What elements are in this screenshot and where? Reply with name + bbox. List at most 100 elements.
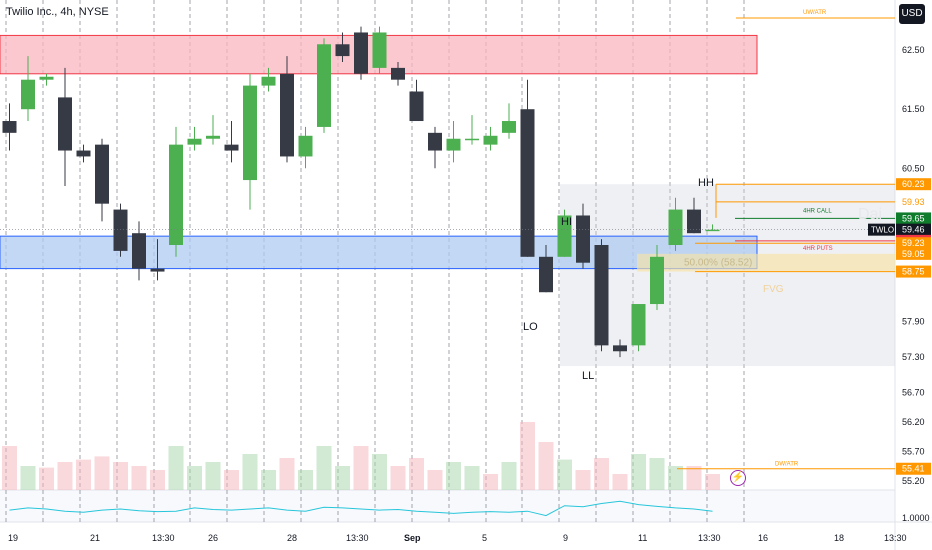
candle-body — [317, 44, 331, 127]
volume-bar — [39, 467, 54, 490]
candle-body — [465, 138, 479, 141]
candle-body — [169, 144, 183, 245]
candle-body — [594, 245, 609, 346]
symbol-title: Twilio Inc., 4h, NYSE — [6, 6, 109, 18]
volume-bar — [57, 462, 73, 490]
tag-hh-bg — [896, 178, 931, 191]
volume-bar — [464, 466, 480, 490]
x-tick-label: 18 — [834, 533, 844, 543]
candle-body — [76, 150, 91, 157]
volume-bar — [187, 466, 202, 490]
candle-body — [39, 76, 54, 80]
candle-body — [705, 229, 720, 232]
tag-l2-bg — [896, 247, 931, 260]
volume-bar — [242, 454, 258, 490]
volume-bar — [2, 446, 17, 490]
volume-bar — [538, 442, 554, 490]
volume-bar — [686, 466, 702, 490]
volume-bar — [20, 466, 36, 490]
candle-body — [354, 32, 368, 74]
x-tick-label: 13:30 — [884, 533, 907, 543]
lightning-icon[interactable]: ⚡ — [730, 470, 746, 486]
tag-l3-bg — [896, 265, 931, 278]
ticker-tag: TWLO — [871, 226, 894, 235]
volume-bar — [575, 470, 591, 490]
tag-l1: 59.23 — [902, 238, 925, 248]
label-puts: 4HR PUTS — [803, 246, 833, 252]
candle-body — [187, 138, 202, 145]
tag-last-bg — [896, 223, 931, 236]
tag-dw-atr: 55.41 — [902, 464, 925, 474]
candle-body — [58, 97, 72, 151]
y-tick-label: 60.50 — [902, 163, 925, 173]
candle-body — [613, 345, 627, 352]
currency-button[interactable]: USD — [899, 4, 925, 24]
y-tick-label: 57.30 — [902, 352, 925, 362]
x-tick-label: 21 — [90, 533, 100, 543]
candle-body — [502, 121, 516, 133]
volume-bar — [298, 470, 313, 490]
tag-call: 59.65 — [902, 213, 925, 223]
volume-bars — [2, 422, 720, 490]
candle-body — [150, 268, 165, 272]
y-tick-label: 55.70 — [902, 447, 925, 457]
volume-bar — [279, 458, 295, 490]
label-dw-atr: DW/ATR — [775, 462, 799, 468]
candle-body — [668, 209, 683, 245]
volume-bar — [131, 466, 147, 490]
x-tick-label: 26 — [208, 533, 218, 543]
volume-bar — [631, 454, 646, 490]
label-ll: LL — [582, 370, 594, 382]
watermark: Dai — [858, 206, 883, 223]
volume-bar — [390, 466, 406, 490]
candle-body — [631, 304, 646, 346]
label-hh: HH — [698, 177, 714, 189]
zones-layer — [0, 34, 895, 367]
label-lo: LO — [523, 321, 538, 333]
candles[interactable] — [2, 26, 720, 358]
volume-bar — [501, 462, 517, 490]
candle-body — [224, 144, 239, 151]
candle-body — [243, 85, 257, 181]
volume-bar — [612, 474, 628, 490]
candle-body — [372, 32, 387, 68]
range-box — [560, 184, 895, 367]
x-tick-label: 9 — [563, 533, 568, 543]
price-axis[interactable]: 62.50 61.50 60.50 57.90 57.30 56.70 56.20 55.70… — [868, 45, 931, 486]
tag-mid: 59.93 — [902, 197, 925, 207]
volume-bar — [168, 446, 184, 490]
candle-body — [261, 76, 276, 86]
label-fib: 50.00% (58.52) — [684, 258, 752, 269]
volume-bar — [113, 462, 128, 490]
tag-l3: 58.75 — [902, 267, 925, 277]
volume-bar — [594, 458, 609, 490]
volume-bar — [335, 466, 350, 490]
volume-bar — [94, 456, 110, 490]
candle-body — [428, 132, 442, 151]
volume-bar — [409, 458, 424, 490]
label-call: 4HR CALL — [803, 208, 832, 214]
tag-mid-bg — [896, 195, 931, 208]
candle-body — [335, 44, 350, 57]
annotations: HH HI LO LL 4HR CALL 4HR PUTS UW/ATR DW/ATR 50.0… — [523, 10, 833, 468]
x-tick-label: Sep — [404, 533, 421, 543]
time-axis[interactable]: 19 21 13:30 26 28 13:30 Sep 5 9 11 13:30 16 18 13:30 — [8, 533, 907, 543]
level-lines — [0, 17, 895, 470]
volume-bar — [372, 454, 387, 490]
volume-bar — [483, 474, 498, 490]
volume-bar — [353, 446, 369, 490]
tag-last: 59.46 — [902, 225, 925, 235]
volume-bar — [316, 446, 332, 490]
y-tick-label: 56.20 — [902, 417, 925, 427]
candle-body — [95, 144, 109, 204]
indicator-pane: 1.0000 — [9, 500, 930, 523]
x-tick-label: 16 — [758, 533, 768, 543]
candle-body — [113, 209, 128, 251]
candle-body — [520, 109, 535, 257]
volume-bar — [557, 459, 572, 490]
candle-body — [132, 233, 146, 269]
tag-l2: 59.05 — [902, 249, 925, 259]
tag-l1-bg — [896, 237, 931, 250]
